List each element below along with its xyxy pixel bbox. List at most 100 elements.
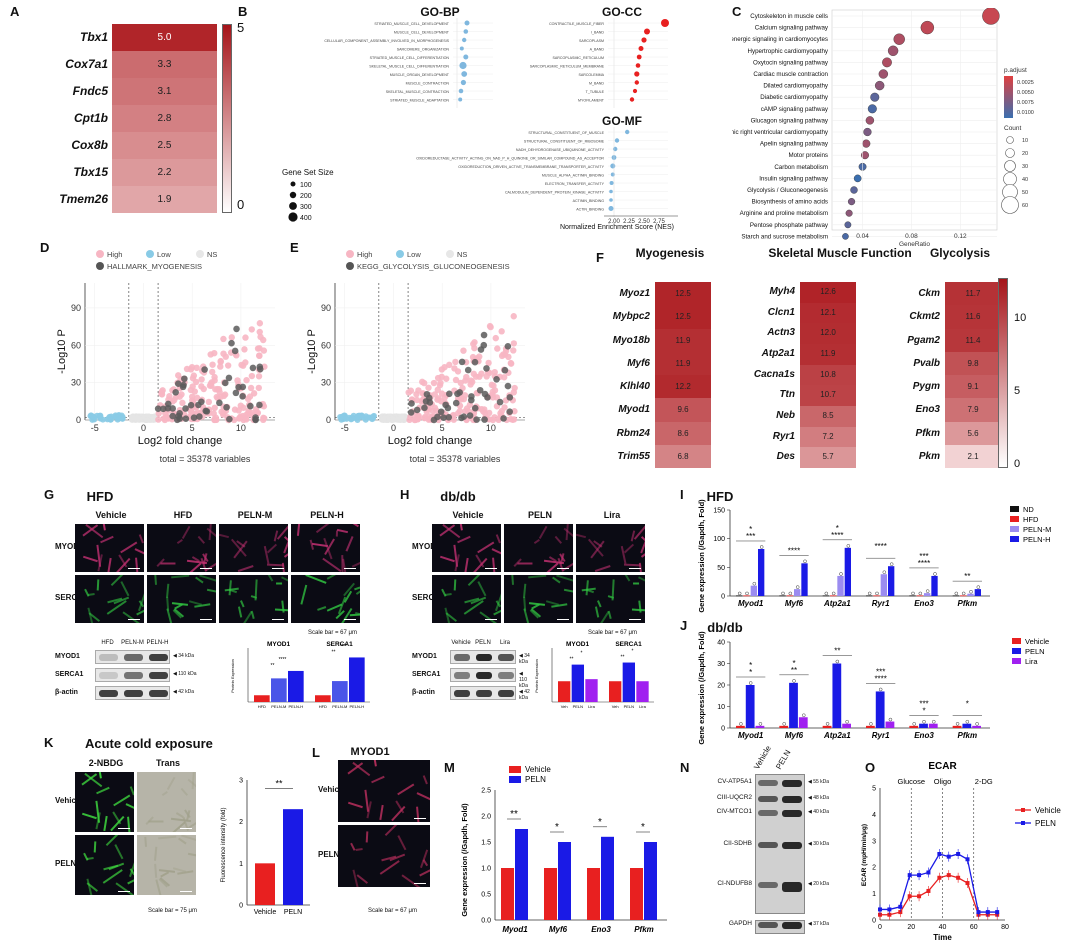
geneset-point: [413, 406, 421, 414]
kegg-term-label: Arginine and proline metabolism: [740, 210, 828, 217]
high-point: [470, 340, 477, 348]
y-tick-label: 2: [239, 819, 243, 826]
legend-swatch: [1010, 506, 1019, 512]
gene-label: Tmem26: [59, 192, 108, 206]
micrograph-stroke: [273, 530, 278, 542]
y-tick-label: 150: [713, 508, 725, 515]
blot-strip: [95, 668, 170, 682]
y-axis-label: Gene expression (/Gapdh, Fold): [697, 631, 706, 745]
micrograph-stroke: [598, 611, 610, 623]
micrograph-image: [147, 575, 216, 623]
lane-label: PELN-M: [121, 640, 144, 646]
bar-x-label: Veh: [561, 704, 568, 709]
expression-bar: [789, 682, 798, 728]
high-point: [257, 333, 264, 341]
gene-x-label: Myod1: [738, 599, 764, 608]
heat-cell: 11.9: [800, 344, 856, 365]
gene-label: Fndc5: [72, 84, 108, 98]
sig-mark: *: [792, 659, 795, 668]
high-point: [220, 409, 227, 416]
micrograph-stroke: [266, 544, 277, 554]
row-label: MYOD1: [55, 542, 84, 551]
micrograph-stroke: [401, 874, 422, 887]
high-point: [255, 384, 263, 392]
micrograph-stroke: [180, 787, 188, 796]
scale-bar-mark: [128, 567, 140, 569]
go-term-label: CELLULAR_COMPONENT_ASSEMBLY_INVOLVED_IN_…: [324, 39, 449, 43]
high-point: [205, 398, 213, 406]
high-point: [454, 410, 462, 417]
gene-label: Cox8b: [71, 138, 108, 152]
high-point: [510, 340, 518, 347]
data-point: [965, 719, 970, 724]
kegg-term-label: Apelin signaling pathway: [760, 141, 829, 148]
sig-mark: ****: [874, 542, 886, 551]
peln-line: [880, 853, 998, 913]
sig-mark: **: [275, 778, 283, 788]
high-point: [437, 398, 445, 405]
y-tick-label: 3: [872, 838, 876, 845]
gene-x-label: Eno3: [914, 599, 934, 608]
scale-bar-mark: [344, 618, 356, 620]
column-title: PELN-H: [310, 510, 344, 520]
heatmap-a: Tbx1 5.0 Cox7a1 3.3 Fndc5 3.1 Cpt1b 2.8 Cox8b 2.5…: [30, 20, 244, 215]
sig-mark: ****: [340, 643, 348, 649]
panel-label-e: E: [290, 240, 299, 255]
micrograph-stroke: [337, 528, 349, 533]
high-point: [491, 414, 498, 421]
go-term-label: SARCOPLASMIC_RETICULUM_MEMBRANE: [530, 65, 605, 69]
go-term-label: ELECTRON_TRANSFER_ACTIVITY: [545, 182, 605, 186]
scale-bar-mark: [272, 567, 284, 569]
sig-mark: ***: [876, 667, 885, 676]
micrograph-image: [432, 524, 501, 572]
geneset-point: [442, 401, 449, 409]
sig-mark: *: [581, 651, 583, 657]
data-point: [845, 719, 849, 724]
micrograph-stroke: [392, 806, 406, 822]
bar-x-label: HFD: [258, 704, 266, 709]
padj-color-bar: [1004, 76, 1013, 118]
micrograph-stroke: [191, 772, 195, 790]
y-tick-label: 30: [717, 661, 725, 668]
column-title: Lira: [603, 510, 621, 520]
blot-band: [758, 810, 778, 816]
micrograph-stroke: [356, 874, 368, 884]
kegg-term-label: Hypertrophic cardiomyopathy: [748, 48, 829, 55]
micrograph-stroke: [282, 600, 286, 613]
micrograph-stroke: [160, 872, 170, 878]
y-tick-label: 10: [717, 704, 725, 711]
low-point: [89, 413, 96, 420]
x-tick-label: 80: [1001, 924, 1009, 931]
y-axis-label: -Log10 P: [306, 329, 318, 374]
expression-bar: [794, 589, 801, 596]
kegg-term-label: Calcium signaling pathway: [755, 25, 829, 32]
go-dot: [463, 54, 469, 60]
micrograph-stroke: [170, 575, 190, 579]
y-axis-label: Fluorescence intensity (fold): [221, 807, 227, 882]
micrograph-stroke: [555, 536, 563, 544]
expression-bar: [916, 595, 923, 597]
expression-bar: [928, 723, 938, 728]
high-point: [217, 357, 224, 365]
heat-cell: 6.8: [655, 444, 711, 468]
count-legend-dot: [1003, 172, 1017, 186]
y-tick-label: 1: [872, 891, 876, 898]
high-point: [446, 361, 453, 369]
expression-bar: [758, 548, 765, 596]
panel-label-n: N: [680, 760, 690, 775]
data-point: [932, 719, 936, 724]
geneset-point: [504, 343, 512, 350]
low-point: [369, 416, 376, 423]
heat-cell: 12.2: [655, 375, 711, 399]
heat-cell: 12.6: [800, 282, 856, 303]
high-point: [420, 379, 428, 387]
gene-x-label: Ryr1: [872, 599, 890, 608]
data-point: [888, 717, 893, 722]
micrograph-image: [432, 575, 501, 623]
data-point: [911, 591, 915, 596]
high-point: [193, 394, 201, 402]
gene-label: Cacna1s: [753, 368, 795, 380]
go-term-label: NADH_DEHYDROGENASE_UBIQUINONE_ACTIVITY: [516, 148, 605, 152]
high-point: [431, 404, 439, 411]
go-term-label: MYOFILAMENT: [578, 99, 605, 103]
